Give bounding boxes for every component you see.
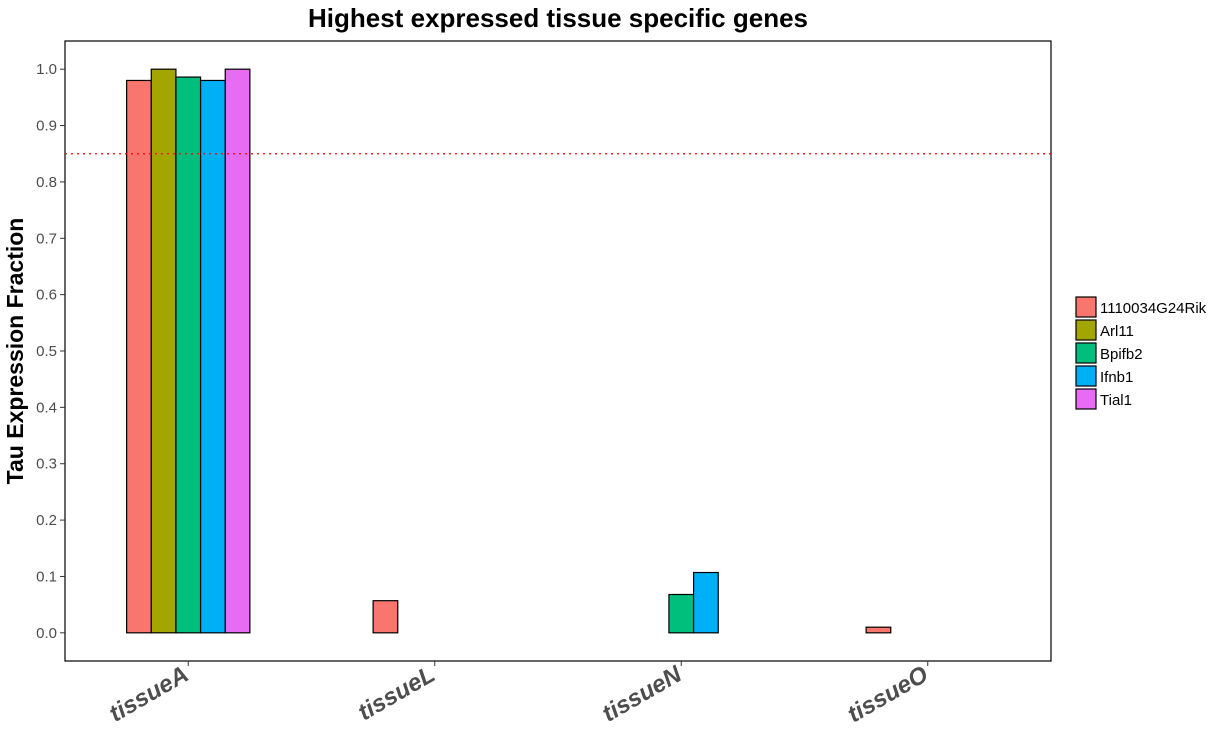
x-tick-label: tissueN: [598, 660, 687, 727]
y-tick-label: 0.2: [36, 512, 57, 529]
y-tick-label: 0.5: [36, 343, 57, 360]
x-axis-ticks: tissueA tissueL tissueN tissueO: [105, 660, 933, 728]
chart-title: Highest expressed tissue specific genes: [308, 3, 808, 33]
y-tick-label: 0.0: [36, 625, 57, 642]
legend-swatch: [1075, 296, 1097, 318]
y-tick-label: 0.1: [36, 568, 57, 585]
y-tick-label: 0.4: [36, 399, 57, 416]
bar: [150, 68, 177, 634]
legend-label: 1110034G24Rik: [1100, 300, 1207, 317]
y-tick-label: 1.0: [36, 61, 57, 78]
y-axis-label: Tau Expression Fraction: [2, 218, 28, 485]
y-tick-label: 0.6: [36, 287, 57, 304]
legend-swatch: [1075, 319, 1097, 341]
y-tick-label: 0.9: [36, 118, 57, 135]
bar: [224, 68, 251, 634]
bar: [199, 79, 226, 634]
y-tick-label: 0.7: [36, 230, 57, 247]
legend-swatch: [1075, 342, 1097, 364]
legend-swatch: [1075, 388, 1097, 410]
x-tick-label: tissueO: [843, 661, 933, 729]
legend-label: Arl11: [1100, 323, 1134, 340]
bar: [175, 76, 202, 634]
x-tick-label: tissueL: [353, 661, 439, 726]
bars: [126, 68, 892, 634]
bar: [668, 593, 695, 634]
bar: [372, 600, 399, 634]
bar: [865, 626, 892, 634]
bar: [692, 571, 719, 634]
legend-label: Ifnb1: [1100, 369, 1133, 386]
legend: 1110034G24Rik Arl11 Bpifb2 Ifnb1 Tial1: [1075, 296, 1207, 410]
legend-label: Tial1: [1100, 392, 1132, 409]
bar: [126, 79, 152, 634]
y-tick-label: 0.8: [36, 174, 57, 191]
legend-label: Bpifb2: [1100, 346, 1143, 363]
legend-swatch: [1075, 365, 1097, 387]
y-tick-label: 0.3: [36, 456, 57, 473]
x-tick-label: tissueA: [105, 661, 194, 728]
y-axis-ticks: 0.0 0.1 0.2 0.3 0.4 0.5 0.6 0.7 0.8 0.9 1.0: [36, 61, 65, 642]
